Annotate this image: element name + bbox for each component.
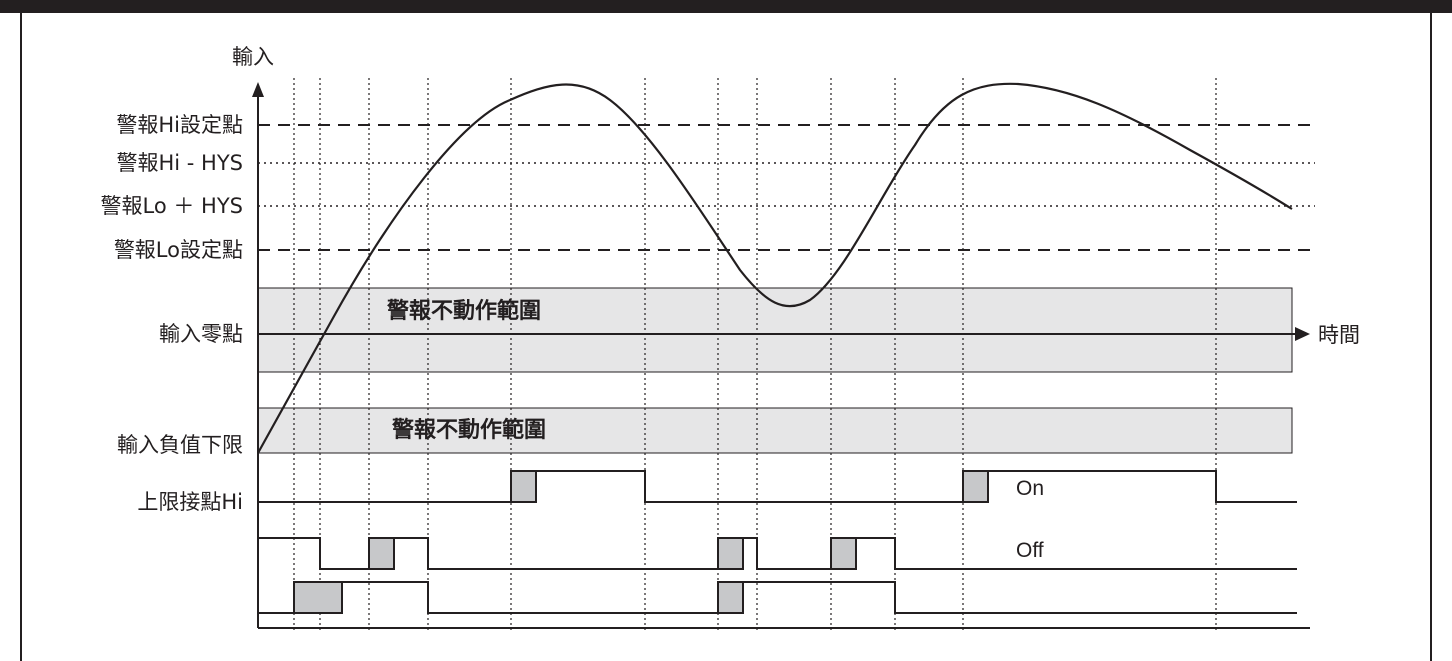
band-label-lower: 警報不動作範圍	[391, 417, 546, 443]
state-label-off: Off	[1016, 539, 1044, 562]
level-label-hi-set: 警報Hi設定點	[116, 113, 243, 137]
x-axis-label: 時間	[1318, 323, 1360, 347]
delay-box-c3-2	[717, 581, 744, 614]
band-label-upper: 警報不動作範圍	[386, 298, 541, 324]
level-label-lo-plus-hys: 警報Lo ＋ HYS	[101, 194, 243, 218]
y-axis-arrow-icon	[252, 82, 264, 97]
y-axis-label: 輸入	[232, 45, 274, 69]
contact-3-signal	[258, 581, 1297, 614]
delay-box-c2-2	[717, 537, 744, 570]
contact-hi-label: 上限接點Hi	[137, 490, 243, 514]
contact-hi-signal	[258, 470, 1297, 503]
top-bar	[0, 0, 1452, 13]
state-label-on: On	[1016, 477, 1044, 500]
input-waveform	[257, 82, 1293, 454]
level-label-lo-set: 警報Lo設定點	[114, 238, 243, 262]
delay-box-hi-2	[962, 470, 989, 503]
level-label-neg-limit: 輸入負值下限	[117, 433, 243, 457]
contact-2-signal	[258, 537, 1297, 570]
delay-box-hi-1	[510, 470, 537, 503]
level-label-hi-minus-hys: 警報Hi - HYS	[116, 151, 243, 175]
level-label-zero: 輸入零點	[159, 322, 243, 346]
delay-box-c3-1	[293, 581, 343, 614]
delay-box-c2-3	[830, 537, 857, 570]
x-axis-arrow-icon	[1295, 327, 1310, 341]
inactive-band-lower	[257, 407, 1293, 454]
delay-box-c2-1	[368, 537, 395, 570]
